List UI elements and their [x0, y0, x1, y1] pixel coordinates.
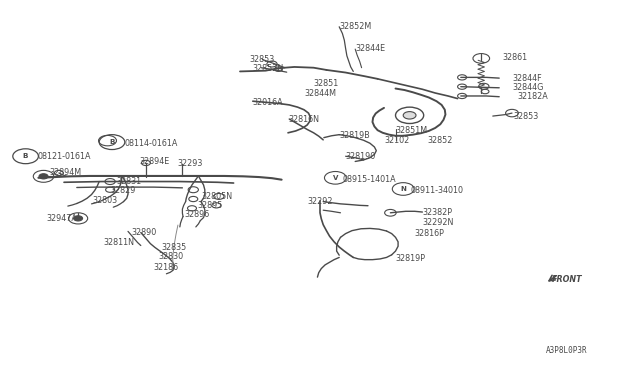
- Text: 32851: 32851: [314, 79, 339, 88]
- Text: 08121-0161A: 08121-0161A: [37, 153, 91, 161]
- Text: 08911-34010: 08911-34010: [411, 186, 464, 195]
- Text: 32844G: 32844G: [512, 83, 543, 92]
- Text: 32819P: 32819P: [396, 254, 426, 263]
- Text: A3P8L0P3R: A3P8L0P3R: [545, 346, 588, 355]
- Text: 32844F: 32844F: [512, 74, 541, 83]
- Text: 32853: 32853: [250, 55, 275, 64]
- Text: 32805N: 32805N: [202, 192, 233, 201]
- Text: 32835: 32835: [161, 243, 186, 252]
- Circle shape: [403, 112, 416, 119]
- Text: 32896: 32896: [184, 210, 209, 219]
- Text: 32811N: 32811N: [104, 238, 134, 247]
- Text: 32292: 32292: [307, 197, 333, 206]
- Text: 32844M: 32844M: [304, 89, 336, 98]
- Text: 32182A: 32182A: [517, 92, 548, 101]
- Text: 32292N: 32292N: [422, 218, 454, 227]
- Text: 32890: 32890: [131, 228, 156, 237]
- Text: 32895: 32895: [197, 201, 223, 210]
- Text: 08114-0161A: 08114-0161A: [125, 139, 178, 148]
- Text: 32852: 32852: [428, 136, 453, 145]
- Text: 32861: 32861: [502, 53, 527, 62]
- Text: V: V: [333, 175, 338, 181]
- Text: 32851M: 32851M: [396, 126, 428, 135]
- Text: 32803: 32803: [93, 196, 118, 205]
- Text: 32186: 32186: [154, 263, 179, 272]
- Text: 32831: 32831: [116, 177, 141, 186]
- Text: 32947A: 32947A: [46, 214, 77, 223]
- Text: 32844E: 32844E: [355, 44, 385, 53]
- Text: 32816N: 32816N: [288, 115, 319, 124]
- Text: 32102: 32102: [384, 136, 409, 145]
- Text: B: B: [109, 139, 115, 145]
- Text: 32293: 32293: [178, 159, 204, 168]
- Text: 08915-1401A: 08915-1401A: [342, 175, 396, 184]
- Text: 32852N: 32852N: [253, 64, 284, 73]
- Text: N: N: [400, 186, 406, 192]
- Circle shape: [39, 174, 48, 179]
- Text: 32852M: 32852M: [339, 22, 371, 31]
- Text: 32894M: 32894M: [50, 169, 82, 177]
- Text: 32830: 32830: [159, 252, 184, 261]
- Text: 32819B: 32819B: [339, 131, 370, 140]
- Text: B: B: [23, 153, 28, 159]
- Text: FRONT: FRONT: [552, 275, 582, 284]
- Text: 32853: 32853: [513, 112, 538, 121]
- Text: 32816P: 32816P: [415, 229, 445, 238]
- Text: 32016A: 32016A: [253, 98, 284, 107]
- Text: 32894E: 32894E: [140, 157, 170, 166]
- Text: 32829: 32829: [110, 186, 136, 195]
- Circle shape: [74, 216, 83, 221]
- Text: 32382P: 32382P: [422, 208, 452, 217]
- Text: 328190: 328190: [346, 153, 376, 161]
